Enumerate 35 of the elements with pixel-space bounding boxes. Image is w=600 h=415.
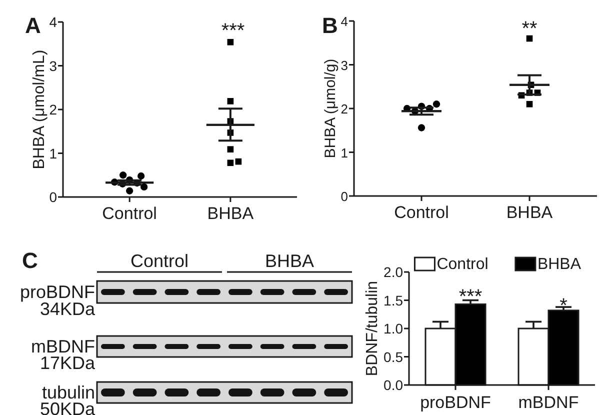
y-tick-label: 1 — [49, 145, 58, 162]
legend-label: Control — [436, 256, 488, 272]
text: C — [22, 248, 38, 273]
chart-title: A — [25, 13, 41, 38]
annotation: * — [560, 295, 568, 317]
chart-title: B — [322, 13, 338, 38]
y-axis-title: BHBA (μmol/mL) — [30, 50, 48, 170]
y-tick-label: 1.5 — [384, 292, 404, 308]
y-tick-label: 2 — [340, 101, 348, 116]
y-tick-label: 2.0 — [384, 264, 404, 280]
y-tick-label: 3 — [49, 58, 58, 74]
text: proBDNF — [20, 282, 96, 302]
y-tick-label: 0.5 — [384, 348, 404, 365]
text: 34KDa — [40, 299, 96, 319]
x-tick-label: Control — [102, 204, 157, 222]
y-tick-label: 4 — [340, 14, 348, 28]
x-tick-label: Control — [394, 202, 449, 222]
y-tick-label: 1 — [340, 144, 348, 160]
x-tick-label: BHBA — [207, 204, 254, 222]
y-axis-title: BDNF/tubulin — [364, 280, 380, 376]
y-tick-label: 2 — [49, 102, 58, 118]
y-tick-label: 0 — [49, 189, 58, 205]
y-tick-label: 1.0 — [384, 320, 404, 336]
category-label: Control — [130, 251, 189, 271]
y-tick-label: 3 — [340, 57, 348, 72]
legend-label: BHBA — [537, 256, 582, 272]
y-tick-label: 0 — [340, 188, 348, 204]
annotation: ** — [522, 18, 538, 40]
y-tick-label: 0.0 — [384, 377, 404, 393]
annotation: *** — [221, 20, 245, 42]
y-axis-title: BHBA (μmol/g) — [322, 58, 338, 158]
category-label: BHBA — [264, 251, 314, 271]
y-tick-label: 4 — [49, 14, 58, 30]
annotation: *** — [458, 286, 482, 308]
x-tick-label: BHBA — [506, 202, 554, 222]
